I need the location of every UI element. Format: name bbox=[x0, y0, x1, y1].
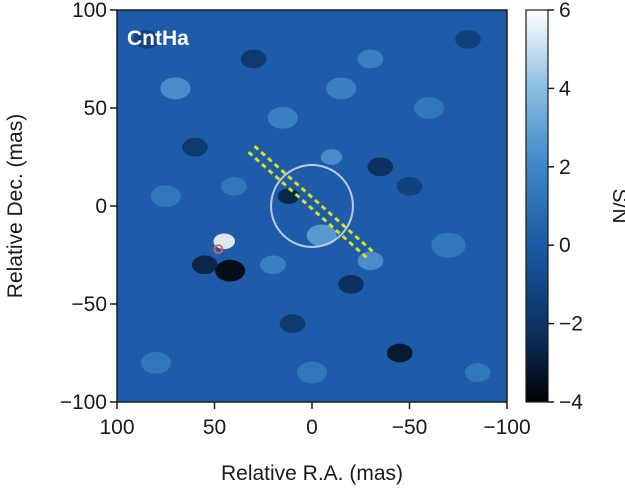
y-axis: 100 50 0 −50 −100 bbox=[60, 0, 117, 414]
x-axis-title: Relative R.A. (mas) bbox=[221, 462, 403, 485]
heatmap-blob bbox=[221, 177, 247, 196]
heatmap-blob bbox=[279, 314, 306, 333]
heatmap-blob bbox=[133, 30, 160, 49]
x-tick-label: 0 bbox=[306, 416, 318, 439]
colorbar-axis: 6 4 2 0 −2 −4 bbox=[548, 0, 583, 414]
x-tick-label: 100 bbox=[99, 416, 134, 439]
colorbar-tick-label: 0 bbox=[559, 234, 571, 257]
heatmap-blob bbox=[215, 259, 246, 282]
x-axis: 100 50 0 −50 −100 bbox=[99, 402, 531, 439]
heatmap-blob bbox=[386, 343, 413, 363]
colorbar-title: S/N bbox=[608, 188, 625, 223]
heatmap-blob bbox=[150, 185, 181, 208]
colorbar-tick-label: 4 bbox=[559, 77, 571, 100]
heatmap-blob bbox=[267, 106, 298, 129]
heatmap-blob bbox=[396, 177, 423, 196]
heatmap-background bbox=[117, 10, 507, 402]
heatmap-blob bbox=[182, 137, 208, 157]
panel-label: CntHa bbox=[127, 27, 189, 50]
y-tick-label: −100 bbox=[60, 391, 107, 414]
y-tick-label: 50 bbox=[84, 97, 107, 120]
heatmap-blob bbox=[320, 149, 343, 165]
y-tick-label: −50 bbox=[71, 293, 107, 316]
colorbar-tick-label: 6 bbox=[559, 0, 571, 22]
heatmap-blob bbox=[326, 77, 357, 100]
heatmap-blob bbox=[191, 255, 218, 275]
candidate-marker bbox=[213, 244, 224, 255]
heatmap-blob bbox=[306, 224, 337, 247]
x-tick-label: −50 bbox=[392, 416, 428, 439]
central-circle bbox=[270, 164, 354, 248]
heatmap-blob bbox=[464, 363, 491, 382]
heatmap-blob bbox=[260, 255, 286, 275]
x-tick-label: 50 bbox=[203, 416, 226, 439]
heatmap-blob bbox=[213, 233, 235, 250]
heatmap-blob bbox=[357, 49, 384, 69]
colorbar bbox=[525, 9, 549, 403]
heatmap-blob bbox=[357, 251, 384, 271]
heatmap-blob bbox=[140, 351, 172, 374]
heatmap-blob bbox=[277, 188, 300, 204]
heatmap-blob bbox=[431, 232, 466, 258]
heatmap-blob bbox=[296, 361, 328, 384]
heatmap-blob bbox=[413, 97, 445, 119]
heatmap-blob bbox=[240, 49, 267, 69]
y-tick-label: 100 bbox=[72, 0, 107, 22]
y-axis-title: Relative Dec. (mas) bbox=[4, 114, 27, 298]
colorbar-tick-label: −4 bbox=[559, 391, 583, 414]
y-tick-label: 0 bbox=[95, 195, 107, 218]
colorbar-tick-label: −2 bbox=[559, 313, 583, 336]
colorbar-tick-label: 2 bbox=[559, 156, 571, 179]
heatmap-blob bbox=[455, 30, 481, 49]
x-tick-label: −100 bbox=[483, 416, 530, 439]
heatmap-blob bbox=[160, 77, 191, 100]
heatmap-blob bbox=[367, 157, 394, 177]
heatmap-blob bbox=[338, 275, 364, 294]
